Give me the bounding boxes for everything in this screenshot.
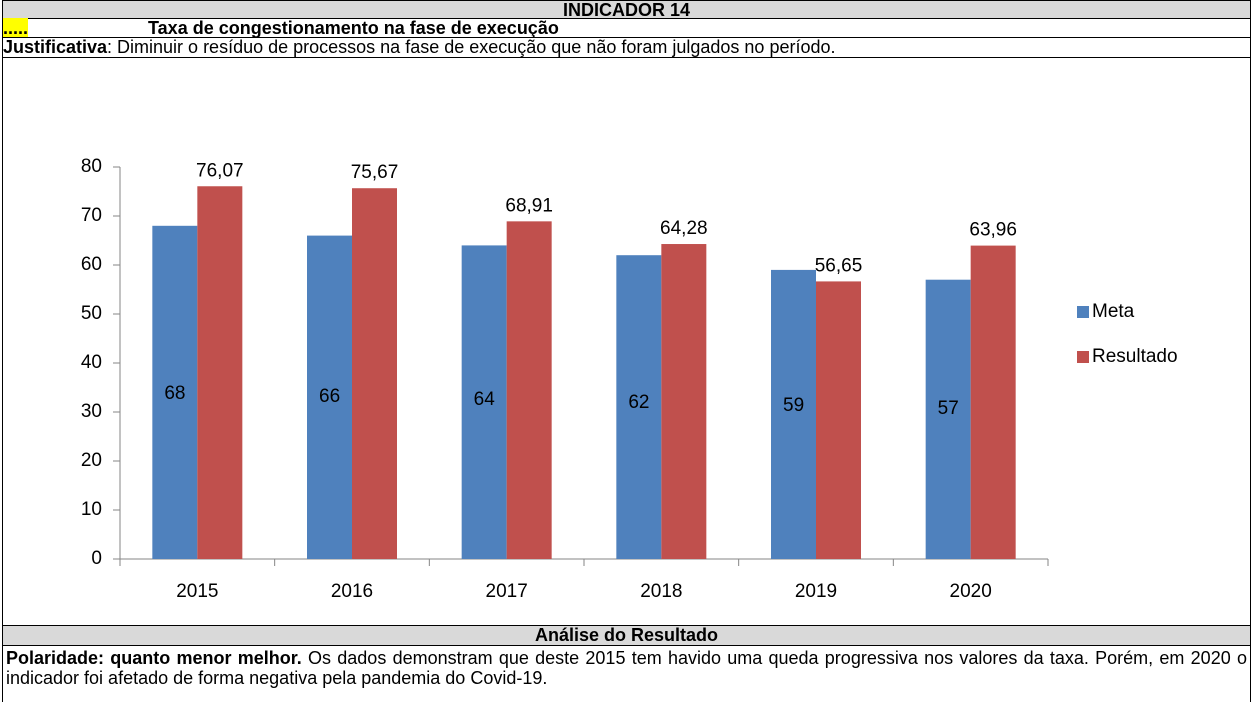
- analysis-title: Análise do Resultado: [2, 625, 1251, 646]
- x-tick-label: 2017: [486, 581, 528, 602]
- chart-cell: 0 10 20 30 40 50 60 70 80 2015 68 76,07 2016 66 75,67 2…: [2, 57, 1251, 626]
- value-label: 56,65: [815, 255, 863, 276]
- value-label: 59: [783, 395, 804, 416]
- bar: [771, 269, 816, 559]
- value-label: 57: [938, 398, 959, 419]
- chart: 0 10 20 30 40 50 60 70 80 2015 68 76,07 2016 66 75,67 2…: [81, 156, 1178, 602]
- y-tick-label: 0: [91, 548, 102, 569]
- value-label: 63,96: [969, 220, 1017, 241]
- bar: [352, 188, 397, 560]
- marker: .....: [3, 18, 29, 38]
- x-tick-label: 2016: [331, 581, 373, 602]
- analysis-text: Polaridade: quanto menor melhor. Os dado…: [2, 645, 1251, 702]
- y-tick-label: 60: [81, 254, 102, 275]
- subtitle-row: ..... Taxa de congestionamento na fase de…: [2, 18, 1251, 38]
- y-tick-label: 30: [81, 401, 102, 422]
- value-label: 64: [474, 389, 496, 410]
- justification: : Diminuir o resíduo de processos na fas…: [107, 37, 836, 57]
- legend-label: Resultado: [1092, 346, 1178, 367]
- polarity: Polaridade: quanto menor melhor.: [6, 648, 302, 668]
- legend-swatch: [1077, 306, 1089, 318]
- y-tick-label: 50: [81, 303, 102, 324]
- bar: [970, 245, 1016, 559]
- bar: [197, 186, 243, 559]
- value-label: 66: [319, 386, 340, 407]
- value-label: 76,07: [196, 160, 244, 181]
- legend-label: Meta: [1092, 301, 1135, 322]
- value-label: 68: [164, 383, 185, 404]
- x-tick-label: 2018: [640, 581, 682, 602]
- y-tick-label: 20: [81, 450, 102, 471]
- bar: [616, 255, 662, 559]
- x-tick-label: 2020: [950, 581, 992, 602]
- bar: [816, 281, 861, 559]
- bar: [506, 221, 552, 559]
- header-title: INDICADOR 14: [2, 0, 1251, 19]
- y-tick-label: 40: [81, 352, 102, 373]
- bar: [152, 225, 198, 560]
- x-tick-label: 2019: [795, 581, 837, 602]
- analysis-body: Os dados demonstram que deste 2015 tem h…: [6, 648, 1247, 688]
- bar: [661, 244, 707, 559]
- justification-row: Justificativa: Diminuir o resíduo de pro…: [2, 37, 1251, 58]
- justification-label: Justificativa: [3, 37, 108, 57]
- value-label: 68,91: [505, 195, 553, 216]
- value-label: 64,28: [660, 218, 708, 239]
- bar: [307, 235, 352, 559]
- y-tick-label: 10: [81, 499, 102, 520]
- value-label: 75,67: [351, 162, 399, 183]
- value-label: 62: [628, 392, 649, 413]
- bar: [925, 279, 971, 559]
- subtitle: Taxa de congestionamento na fase de exec…: [148, 18, 559, 38]
- bar: [461, 245, 507, 559]
- legend-swatch: [1077, 351, 1089, 363]
- y-tick-label: 70: [81, 205, 102, 226]
- y-tick-label: 80: [81, 156, 102, 177]
- x-tick-label: 2015: [176, 581, 218, 602]
